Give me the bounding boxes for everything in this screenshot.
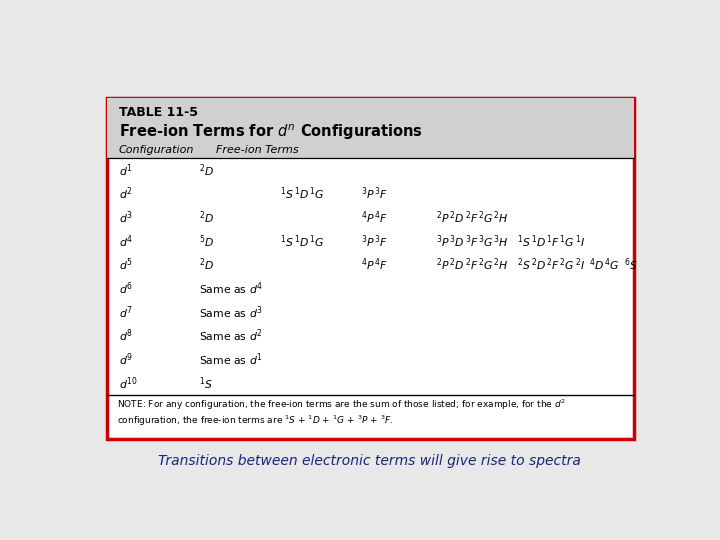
- Text: $d^{10}$: $d^{10}$: [119, 375, 138, 392]
- Text: $^2P\,^2D\,^2F\,^2G\,^2H$: $^2P\,^2D\,^2F\,^2G\,^2H$: [436, 210, 509, 226]
- Text: $^3P\,^3F$: $^3P\,^3F$: [361, 186, 388, 202]
- Text: $d^3$: $d^3$: [119, 210, 133, 226]
- Text: configuration, the free-ion terms are $^1S$ + $^1D$ + $^1G$ + $^3P$ + $^3F$.: configuration, the free-ion terms are $^…: [117, 414, 393, 428]
- Text: Same as $d^1$: Same as $d^1$: [199, 352, 263, 368]
- Text: $^1S\,^1D\,^1F\,^1G\,^1I$: $^1S\,^1D\,^1F\,^1G\,^1I$: [517, 233, 585, 249]
- Text: Transitions between electronic terms will give rise to spectra: Transitions between electronic terms wil…: [158, 454, 580, 468]
- Text: Free-ion Terms: Free-ion Terms: [215, 145, 298, 155]
- Text: $d^1$: $d^1$: [119, 162, 132, 179]
- Text: NOTE: For any configuration, the free-ion terms are the sum of those listed; for: NOTE: For any configuration, the free-io…: [117, 398, 566, 412]
- Text: $^2D$: $^2D$: [199, 210, 214, 226]
- Text: Free-ion Terms for $d^n$ Configurations: Free-ion Terms for $d^n$ Configurations: [119, 122, 423, 142]
- Text: $d^7$: $d^7$: [119, 304, 133, 321]
- Text: Same as $d^3$: Same as $d^3$: [199, 304, 263, 321]
- Text: $^2P\,^2D\,^2F\,^2G\,^2H$: $^2P\,^2D\,^2F\,^2G\,^2H$: [436, 256, 509, 273]
- Text: $^5D$: $^5D$: [199, 233, 214, 249]
- FancyBboxPatch shape: [107, 98, 634, 439]
- FancyBboxPatch shape: [107, 98, 634, 158]
- Text: $^4P\,^4F$: $^4P\,^4F$: [361, 256, 388, 273]
- Text: $^2D$: $^2D$: [199, 256, 214, 273]
- Text: $^2S\,^2D\,^2F\,^2G\,^2I\;\;^4D\,^4G\;\;^6S$: $^2S\,^2D\,^2F\,^2G\,^2I\;\;^4D\,^4G\;\;…: [517, 256, 638, 273]
- Text: $^3P\,^3D\,^3F\,^3G\,^3H$: $^3P\,^3D\,^3F\,^3G\,^3H$: [436, 233, 509, 249]
- Text: $^4P\,^4F$: $^4P\,^4F$: [361, 210, 388, 226]
- Text: $d^9$: $d^9$: [119, 352, 133, 368]
- Text: TABLE 11-5: TABLE 11-5: [119, 105, 198, 119]
- Text: $^3P\,^3F$: $^3P\,^3F$: [361, 233, 388, 249]
- Text: $d^8$: $d^8$: [119, 328, 133, 345]
- Text: $^1S$: $^1S$: [199, 375, 212, 392]
- Text: Same as $d^2$: Same as $d^2$: [199, 328, 263, 345]
- Text: $^1S\,^1D\,^1G$: $^1S\,^1D\,^1G$: [279, 233, 324, 249]
- Text: $^1S\,^1D\,^1G$: $^1S\,^1D\,^1G$: [279, 186, 324, 202]
- Text: $d^4$: $d^4$: [119, 233, 133, 249]
- Text: $d^2$: $d^2$: [119, 186, 132, 202]
- Text: $d^6$: $d^6$: [119, 280, 133, 297]
- Text: $d^5$: $d^5$: [119, 256, 133, 273]
- Text: Configuration: Configuration: [119, 145, 194, 155]
- Text: Same as $d^4$: Same as $d^4$: [199, 280, 263, 297]
- Text: $^2D$: $^2D$: [199, 162, 214, 179]
